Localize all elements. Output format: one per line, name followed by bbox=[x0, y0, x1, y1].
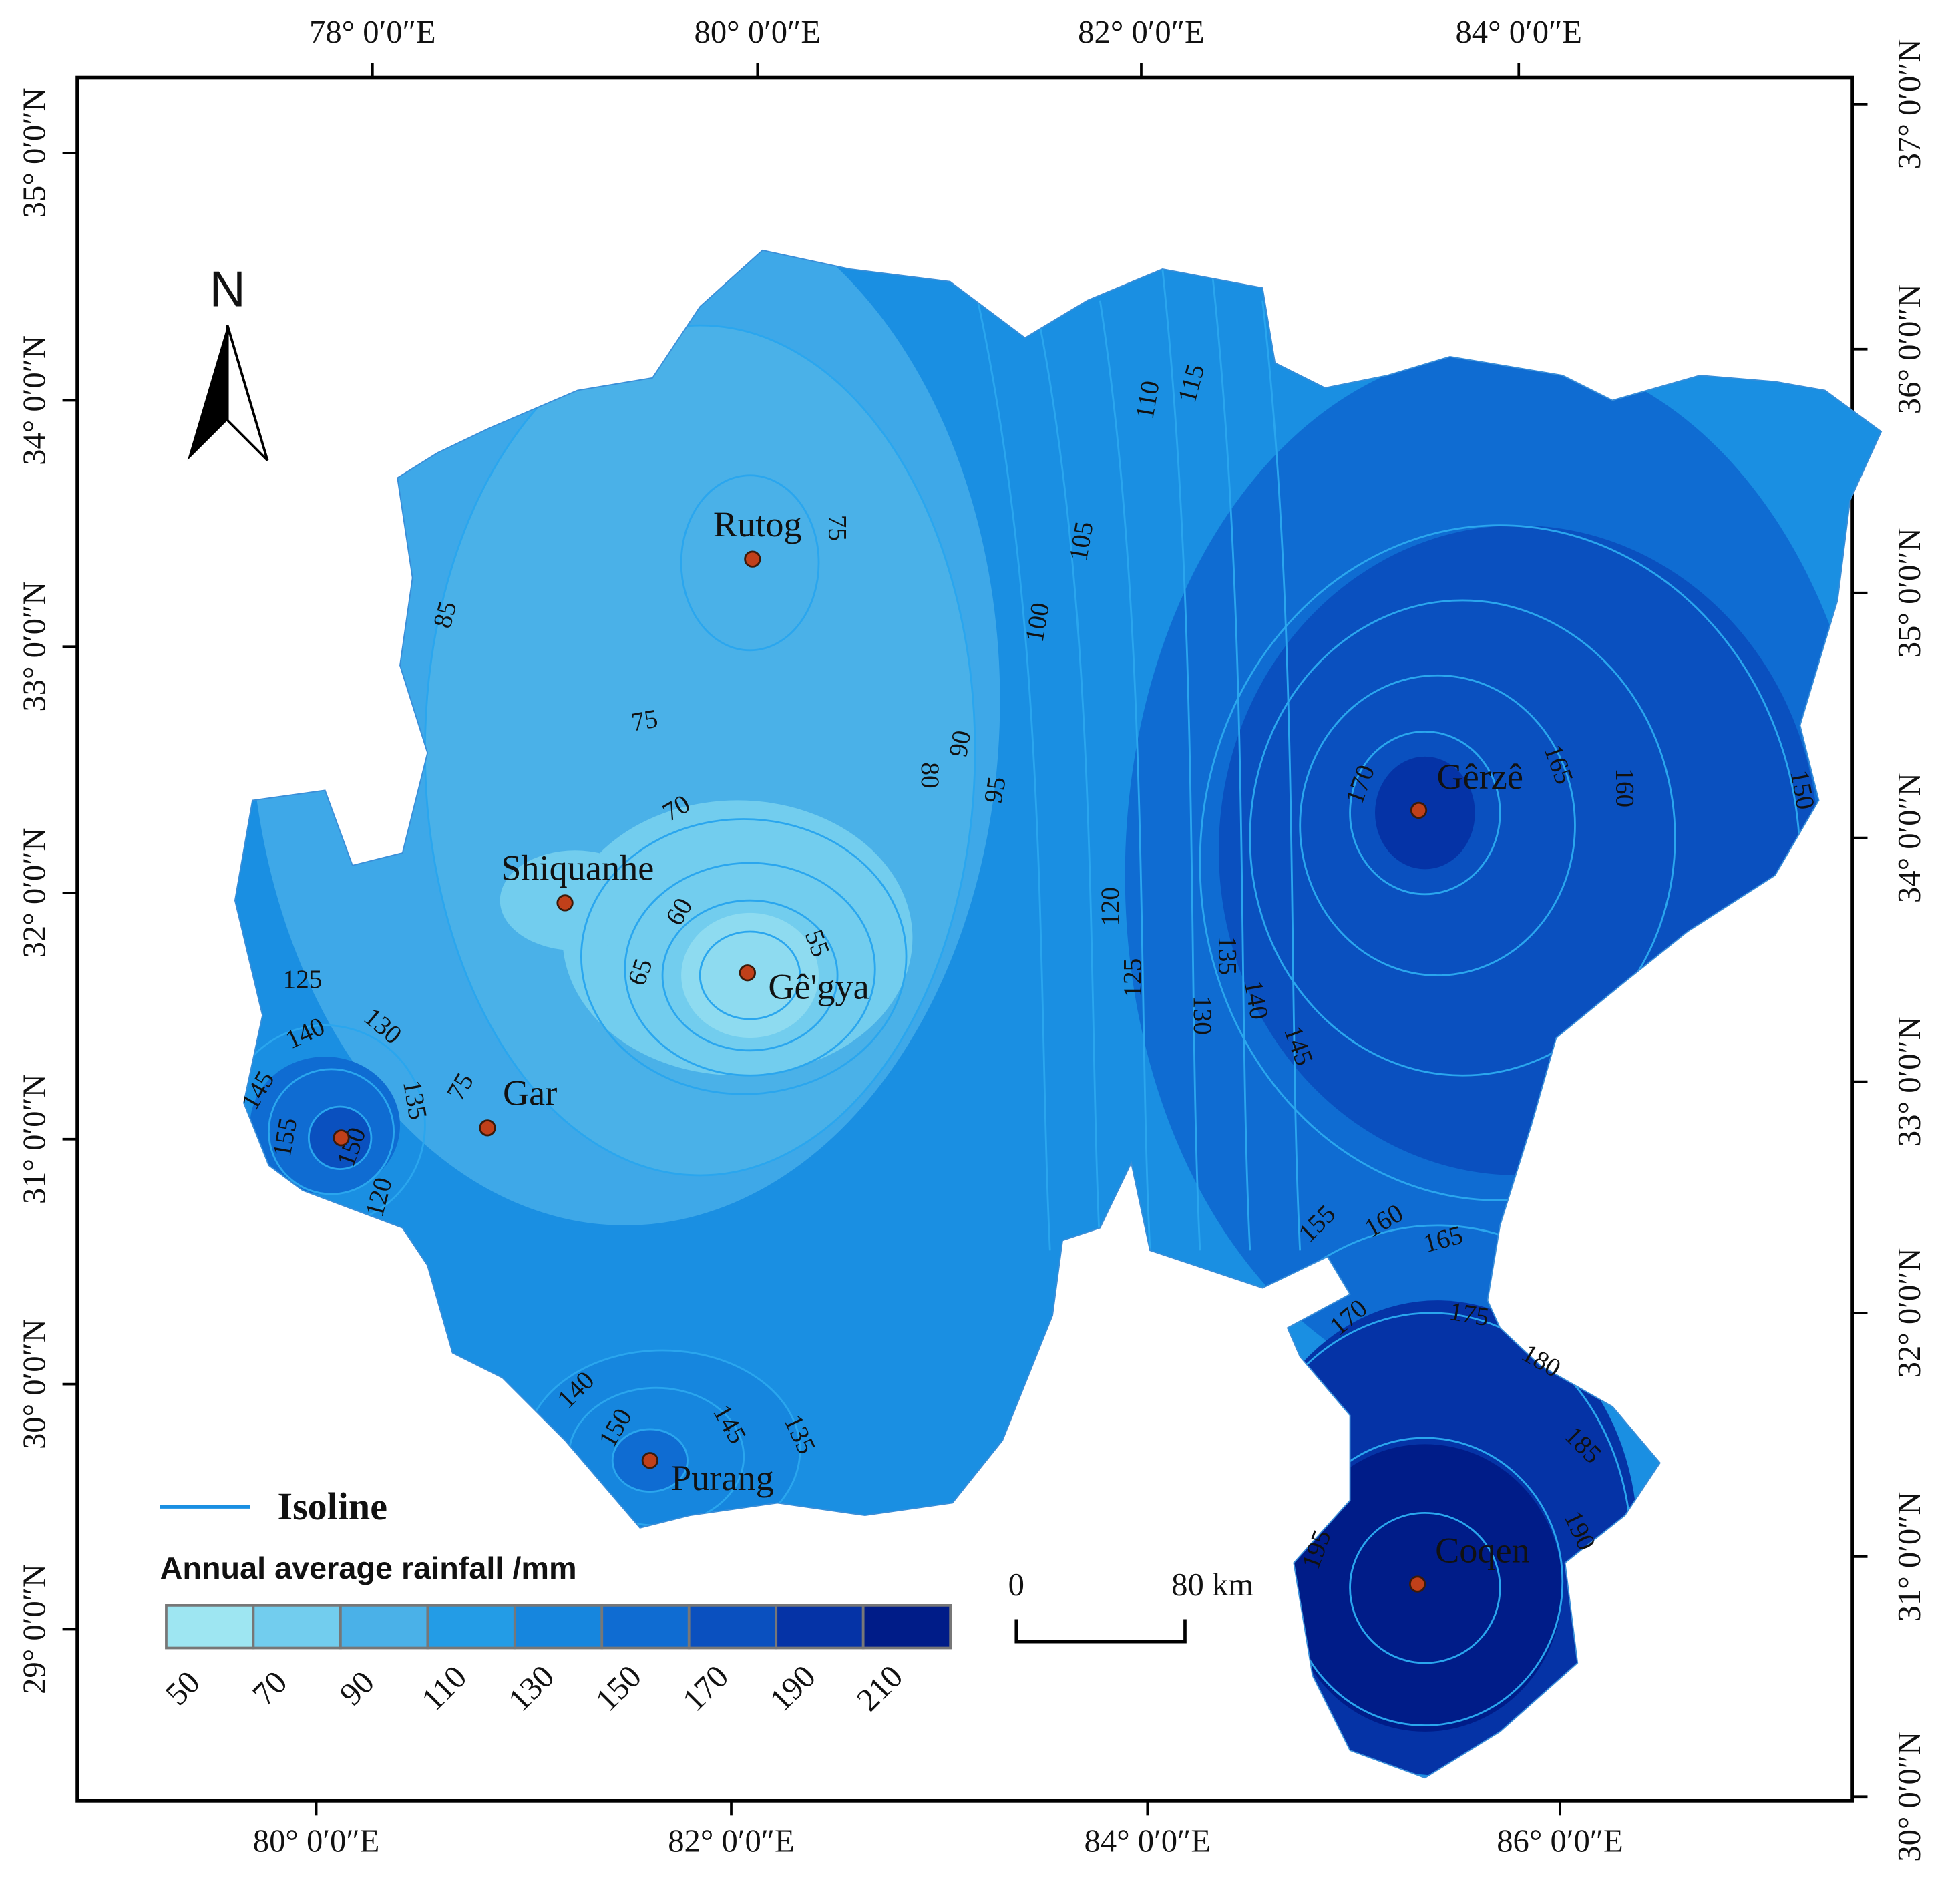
isoline-label: 125 bbox=[283, 964, 323, 994]
isoline-label: 125 bbox=[1118, 958, 1147, 998]
legend-swatch bbox=[775, 1604, 865, 1650]
isoline-label: 105 bbox=[1063, 519, 1099, 563]
isoline-label: 160 bbox=[1611, 768, 1640, 807]
isoline-label: 175 bbox=[1447, 1296, 1491, 1332]
legend-swatch bbox=[513, 1604, 604, 1650]
isoline-label: 120 bbox=[1095, 887, 1125, 926]
right-coordinate-label: 33° 0′0″N bbox=[1891, 1016, 1927, 1147]
isoline-label: 140 bbox=[1239, 978, 1275, 1022]
north-arrow-left bbox=[187, 325, 228, 461]
legend-swatch bbox=[426, 1604, 516, 1650]
top-coordinate-label: 82° 0′0″E bbox=[1078, 14, 1205, 50]
right-coordinate-label: 37° 0′0″N bbox=[1891, 39, 1927, 169]
station-label: Rutog bbox=[713, 504, 802, 544]
left-coordinate-label: 32° 0′0″N bbox=[16, 827, 52, 958]
scale-bar: 0 80 km bbox=[1008, 1567, 1253, 1644]
bottom-coordinate-label: 80° 0′0″E bbox=[253, 1823, 380, 1859]
station-dot bbox=[1408, 1575, 1426, 1593]
station-dot bbox=[1410, 801, 1428, 819]
isoline-label: 95 bbox=[978, 775, 1012, 805]
top-coordinate-label: 78° 0′0″E bbox=[309, 14, 436, 50]
isoline-label: 75 bbox=[823, 515, 852, 541]
legend-swatch bbox=[600, 1604, 691, 1650]
station-dot bbox=[479, 1119, 496, 1137]
scale-bar-line bbox=[1014, 1619, 1187, 1644]
top-coordinate-label: 84° 0′0″E bbox=[1455, 14, 1582, 50]
left-coordinate-label: 29° 0′0″N bbox=[16, 1564, 52, 1694]
isoline-label: 90 bbox=[943, 728, 976, 759]
right-coordinate-label: 31° 0′0″N bbox=[1891, 1491, 1927, 1622]
legend-swatch bbox=[687, 1604, 778, 1650]
station-dot bbox=[333, 1129, 350, 1147]
isoline-label: 100 bbox=[1020, 600, 1056, 644]
right-coordinate-label: 34° 0′0″N bbox=[1891, 773, 1927, 903]
legend-swatch bbox=[165, 1604, 255, 1650]
legend-swatch bbox=[339, 1604, 429, 1650]
station-label: Shiquanhe bbox=[501, 848, 654, 888]
left-coordinate-label: 31° 0′0″N bbox=[16, 1074, 52, 1204]
right-coordinate-label: 35° 0′0″N bbox=[1891, 528, 1927, 658]
isoline-label: 135 bbox=[1213, 936, 1242, 975]
station-label: Gar bbox=[503, 1073, 557, 1113]
station-label: Gê'gya bbox=[768, 966, 869, 1006]
scale-start: 0 bbox=[1008, 1567, 1024, 1603]
bottom-coordinate-label: 84° 0′0″E bbox=[1085, 1823, 1211, 1859]
isoline-label: 130 bbox=[1188, 996, 1217, 1035]
left-coordinate-label: 30° 0′0″N bbox=[16, 1319, 52, 1449]
left-coordinate-label: 33° 0′0″N bbox=[16, 582, 52, 712]
isoline-label: 80 bbox=[916, 762, 945, 788]
scale-end: 80 km bbox=[1171, 1567, 1253, 1603]
station-label: Coqen bbox=[1435, 1531, 1530, 1571]
coordinate-labels: 78° 0′0″E 80° 0′0″E 82° 0′0″E 84° 0′0″E 80° … bbox=[16, 14, 1927, 1862]
isoline-label: 135 bbox=[397, 1078, 433, 1122]
bottom-coordinate-label: 86° 0′0″E bbox=[1497, 1823, 1623, 1859]
legend-swatch bbox=[252, 1604, 342, 1650]
right-coordinate-label: 30° 0′0″N bbox=[1891, 1732, 1927, 1862]
station-dot bbox=[739, 964, 756, 982]
right-coordinate-label: 32° 0′0″N bbox=[1891, 1248, 1927, 1378]
station-dot bbox=[744, 550, 761, 568]
top-coordinate-label: 80° 0′0″E bbox=[695, 14, 821, 50]
station-label: Gêrzê bbox=[1436, 757, 1523, 797]
isoline-label: 110 bbox=[1129, 379, 1165, 421]
isoline-label: 155 bbox=[267, 1115, 303, 1159]
bottom-coordinate-label: 82° 0′0″E bbox=[668, 1823, 795, 1859]
left-coordinate-label: 35° 0′0″N bbox=[16, 87, 52, 218]
north-arrow-right bbox=[226, 325, 269, 461]
isoline-label: 75 bbox=[629, 703, 660, 737]
right-coordinate-label: 36° 0′0″N bbox=[1891, 284, 1927, 414]
legend-title: Annual average rainfall /mm bbox=[160, 1551, 577, 1585]
isoline-legend-label: Isoline bbox=[278, 1485, 387, 1528]
north-arrow: N bbox=[187, 260, 269, 461]
legend-swatch bbox=[861, 1604, 952, 1650]
isoline-label: 150 bbox=[1785, 768, 1821, 812]
station-dot bbox=[641, 1452, 658, 1469]
map-frame bbox=[75, 75, 1854, 1803]
left-coordinate-label: 34° 0′0″N bbox=[16, 335, 52, 465]
station-dot bbox=[556, 894, 574, 912]
station-label: Purang bbox=[671, 1458, 774, 1498]
north-label: N bbox=[210, 260, 246, 317]
